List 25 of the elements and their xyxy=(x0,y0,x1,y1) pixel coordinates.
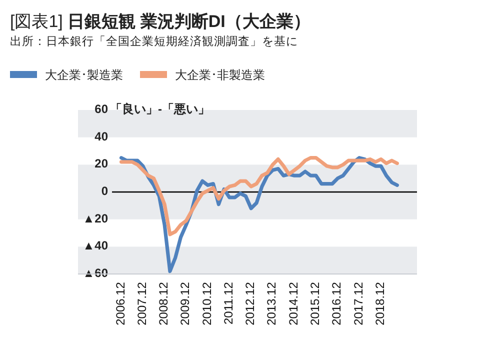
y-tick-label: ▲40 xyxy=(82,238,108,253)
legend-label: 大企業･非製造業 xyxy=(175,68,265,82)
y-tick-label: 0 xyxy=(101,184,108,198)
chart-subtitle: 出所：日本銀行「全国企業短期経済観測調査」を基に xyxy=(10,34,298,48)
legend-label: 大企業･製造業 xyxy=(45,68,123,82)
y-tick-label: 60 xyxy=(94,102,108,116)
line-series xyxy=(119,156,399,236)
x-tick-label: 2007.12 xyxy=(135,282,150,326)
chart-title: [図表1] 日銀短観 業況判断DI（大企業） xyxy=(10,12,310,31)
x-tick-label: 2012.12 xyxy=(243,282,258,326)
y-tick-label: 40 xyxy=(94,130,108,144)
x-tick-label: 2015.12 xyxy=(308,282,322,326)
y-tick-label: ▲20 xyxy=(82,212,108,226)
x-tick-label: 2013.12 xyxy=(264,282,279,326)
x-tick-label: 2014.12 xyxy=(286,282,301,326)
x-tick-label: 2011.12 xyxy=(222,282,236,324)
x-tick-label: 2018.12 xyxy=(373,282,388,326)
x-tick-label: 2006.12 xyxy=(113,282,128,326)
x-tick-label: 2016.12 xyxy=(330,282,344,326)
y-tick-label: 20 xyxy=(94,156,108,171)
x-tick-label: 2010.12 xyxy=(200,282,214,326)
x-tick-label: 2017.12 xyxy=(351,282,366,326)
x-tick-label: 2008.12 xyxy=(156,282,171,326)
x-tick-label: 2009.12 xyxy=(178,282,192,326)
y-axis-title: 「良い」-「悪い」 xyxy=(110,102,210,116)
